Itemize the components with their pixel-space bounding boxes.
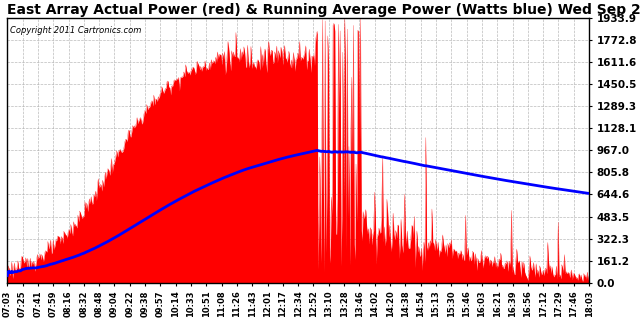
Text: Copyright 2011 Cartronics.com: Copyright 2011 Cartronics.com [10, 26, 141, 35]
Text: East Array Actual Power (red) & Running Average Power (Watts blue) Wed Sep 21 18: East Array Actual Power (red) & Running … [7, 3, 640, 17]
